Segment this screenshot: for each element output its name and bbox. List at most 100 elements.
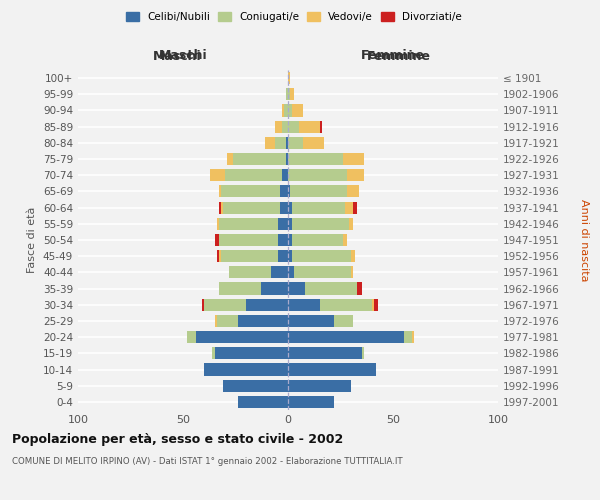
Bar — [358, 282, 361, 294]
Bar — [288, 364, 376, 376]
Bar — [288, 153, 343, 165]
Bar — [288, 282, 305, 294]
Bar — [286, 153, 288, 165]
Bar — [351, 250, 355, 262]
Bar — [353, 202, 358, 213]
Text: Popolazione per età, sesso e stato civile - 2002: Popolazione per età, sesso e stato civil… — [12, 432, 343, 446]
Bar — [349, 218, 353, 230]
Bar — [345, 202, 353, 213]
Bar — [288, 396, 334, 408]
Bar — [204, 364, 288, 376]
Bar — [221, 250, 277, 262]
Bar — [277, 234, 288, 246]
Bar — [288, 348, 361, 360]
Text: COMUNE DI MELITO IRPINO (AV) - Dati ISTAT 1° gennaio 2002 - Elaborazione TUTTITA: COMUNE DI MELITO IRPINO (AV) - Dati ISTA… — [12, 458, 403, 466]
Text: Maschi: Maschi — [158, 49, 208, 62]
Bar — [374, 298, 379, 311]
Bar — [320, 298, 372, 311]
Bar — [221, 186, 280, 198]
Bar — [215, 234, 218, 246]
Bar — [351, 266, 353, 278]
Bar — [288, 218, 292, 230]
Bar — [282, 120, 288, 132]
Bar — [347, 186, 359, 198]
Bar — [218, 234, 277, 246]
Bar — [280, 186, 288, 198]
Bar — [282, 169, 288, 181]
Bar — [246, 298, 288, 311]
Bar — [275, 137, 286, 149]
Bar — [277, 250, 288, 262]
Bar — [238, 315, 288, 327]
Bar — [288, 298, 320, 311]
Bar — [288, 186, 290, 198]
Bar — [288, 266, 295, 278]
Legend: Celibi/Nubili, Coniugati/e, Vedovi/e, Divorziati/e: Celibi/Nubili, Coniugati/e, Vedovi/e, Di… — [122, 8, 466, 26]
Bar — [196, 331, 288, 343]
Bar — [372, 298, 374, 311]
Bar — [288, 169, 347, 181]
Bar — [227, 153, 233, 165]
Bar — [218, 250, 221, 262]
Bar — [286, 88, 288, 101]
Bar — [288, 331, 404, 343]
Bar — [290, 88, 295, 101]
Bar — [286, 137, 288, 149]
Bar — [233, 153, 286, 165]
Bar — [217, 250, 218, 262]
Bar — [202, 298, 204, 311]
Bar — [217, 218, 218, 230]
Text: Femmine: Femmine — [367, 50, 431, 62]
Text: Maschi: Maschi — [152, 50, 202, 62]
Bar — [277, 218, 288, 230]
Bar — [334, 315, 353, 327]
Bar — [271, 266, 288, 278]
Bar — [260, 282, 288, 294]
Bar — [343, 153, 364, 165]
Bar — [218, 186, 221, 198]
Bar — [218, 218, 277, 230]
Bar — [288, 234, 292, 246]
Y-axis label: Fasce di età: Fasce di età — [28, 207, 37, 273]
Bar — [292, 250, 351, 262]
Bar — [217, 315, 238, 327]
Bar — [280, 202, 288, 213]
Bar — [282, 104, 284, 117]
Bar — [292, 202, 344, 213]
Bar — [288, 202, 292, 213]
Bar — [343, 234, 347, 246]
Bar — [305, 282, 358, 294]
Bar — [212, 348, 215, 360]
Bar — [211, 169, 225, 181]
Bar — [238, 396, 288, 408]
Bar — [292, 218, 349, 230]
Bar — [218, 282, 260, 294]
Bar — [275, 120, 282, 132]
Bar — [215, 315, 217, 327]
Bar — [187, 331, 196, 343]
Bar — [288, 72, 290, 84]
Bar — [288, 104, 292, 117]
Bar — [288, 250, 292, 262]
Bar — [265, 137, 275, 149]
Bar — [290, 186, 347, 198]
Bar — [229, 266, 271, 278]
Bar — [347, 169, 364, 181]
Bar — [299, 120, 320, 132]
Bar — [303, 137, 324, 149]
Bar — [288, 315, 334, 327]
Bar — [292, 104, 303, 117]
Bar — [361, 348, 364, 360]
Bar — [320, 120, 322, 132]
Bar — [288, 137, 303, 149]
Bar — [223, 380, 288, 392]
Bar — [225, 169, 282, 181]
Bar — [288, 88, 290, 101]
Bar — [412, 331, 414, 343]
Bar — [295, 266, 351, 278]
Bar — [221, 202, 223, 213]
Bar — [284, 104, 288, 117]
Bar — [223, 202, 280, 213]
Bar — [404, 331, 412, 343]
Text: Femmine: Femmine — [361, 49, 425, 62]
